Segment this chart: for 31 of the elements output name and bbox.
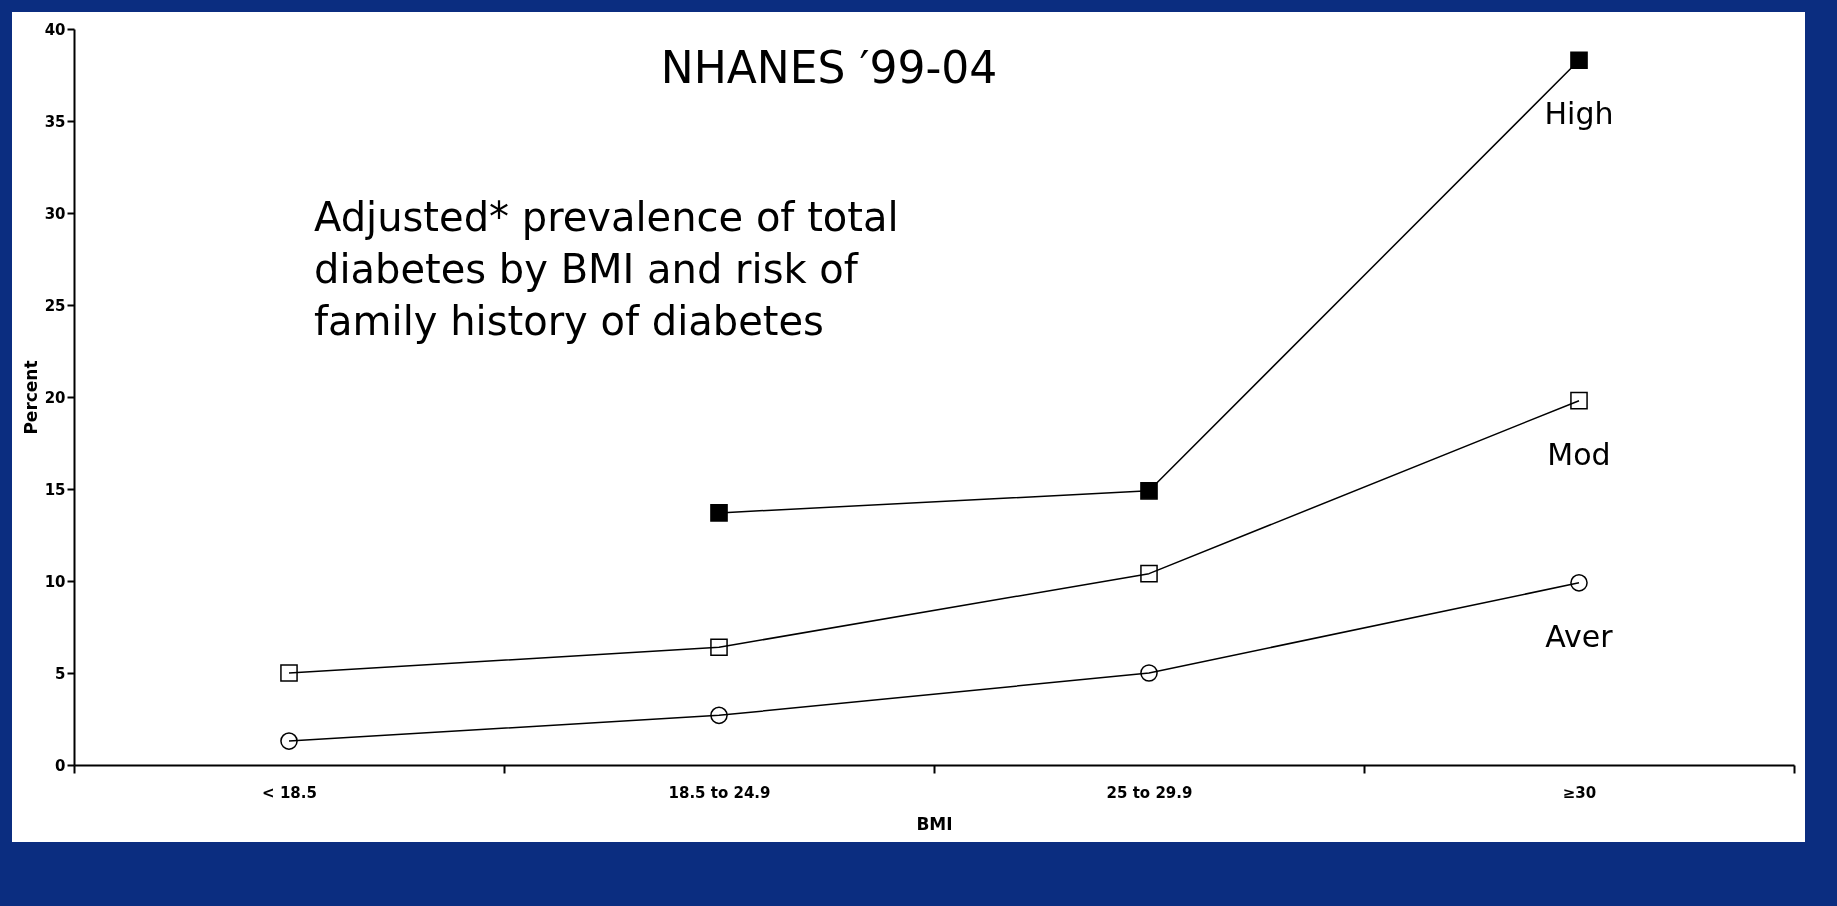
- point: [1140, 564, 1158, 583]
- y-tick-label: 15: [44, 480, 66, 499]
- point: [710, 504, 728, 522]
- x-tick-label: 18.5 to 24.9: [668, 783, 771, 802]
- x-tick-label: ≥30: [1562, 783, 1597, 802]
- y-tick-label: 40: [44, 20, 66, 39]
- y-tick-label: 5: [55, 664, 66, 683]
- y-tick-label: 20: [44, 388, 66, 407]
- point: [710, 638, 728, 657]
- point: [1570, 574, 1588, 592]
- x-tick-label: 25 to 29.9: [1106, 783, 1193, 802]
- y-axis-title: Percent: [20, 360, 41, 435]
- y-tick-label: 35: [44, 112, 66, 131]
- x-axis-title: BMI: [916, 813, 953, 834]
- point: [1140, 482, 1158, 500]
- point: [280, 732, 298, 750]
- annotation: Adjusted* prevalence of total diabetes by BMI and risk of family history of diabetes: [314, 194, 899, 344]
- point: [710, 706, 728, 725]
- y-tick-label: 25: [44, 296, 66, 315]
- series-label: Aver: [1545, 618, 1614, 654]
- y-tick-label: 0: [55, 756, 66, 775]
- point: [280, 664, 298, 682]
- chart-title: NHANES ′99-04: [660, 42, 998, 93]
- point: [1140, 664, 1158, 682]
- series-label: High: [1544, 96, 1614, 132]
- point: [1570, 391, 1588, 410]
- y-tick-label: 10: [44, 572, 66, 591]
- point: [1570, 51, 1588, 70]
- x-tick-label: < 18.5: [262, 783, 317, 802]
- y-tick-label: 30: [44, 204, 66, 223]
- series-label: Mod: [1547, 436, 1611, 472]
